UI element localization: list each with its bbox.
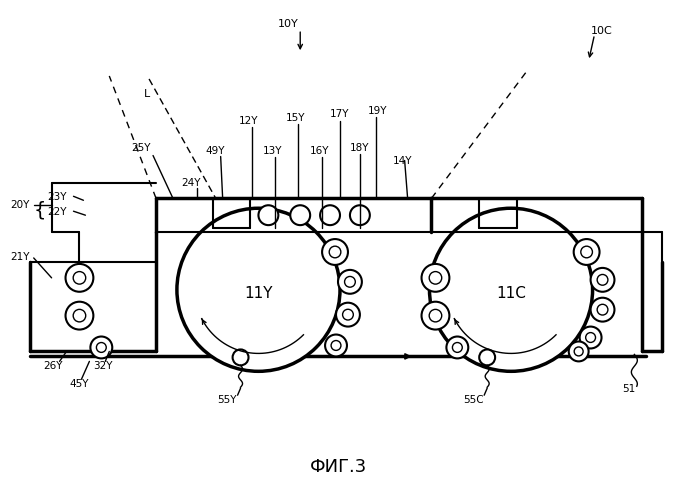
Circle shape <box>569 342 589 361</box>
Circle shape <box>580 326 601 348</box>
Circle shape <box>233 350 249 366</box>
Text: 10Y: 10Y <box>278 20 298 30</box>
Circle shape <box>342 310 353 320</box>
Circle shape <box>330 246 341 258</box>
Circle shape <box>90 336 113 358</box>
Text: 10C: 10C <box>591 26 612 36</box>
Circle shape <box>586 332 595 342</box>
Circle shape <box>322 239 348 265</box>
Circle shape <box>597 274 608 285</box>
Text: 13Y: 13Y <box>262 146 282 156</box>
Circle shape <box>597 304 608 315</box>
Text: 11Y: 11Y <box>244 286 273 302</box>
Circle shape <box>429 272 442 284</box>
Text: 26Y: 26Y <box>43 362 63 372</box>
Text: L: L <box>144 89 151 99</box>
Circle shape <box>73 272 85 284</box>
Circle shape <box>331 340 341 350</box>
Circle shape <box>446 336 468 358</box>
Text: 55C: 55C <box>463 395 483 405</box>
Circle shape <box>177 208 340 372</box>
Circle shape <box>452 342 462 352</box>
Circle shape <box>66 302 94 330</box>
Circle shape <box>429 208 593 372</box>
Text: 15Y: 15Y <box>286 113 306 123</box>
Circle shape <box>73 310 85 322</box>
Circle shape <box>479 350 495 366</box>
Text: 16Y: 16Y <box>310 146 330 156</box>
Text: {: { <box>34 200 46 220</box>
Circle shape <box>96 342 106 352</box>
Circle shape <box>422 264 450 292</box>
Circle shape <box>581 246 593 258</box>
Text: 55Y: 55Y <box>217 395 237 405</box>
Text: 17Y: 17Y <box>330 109 350 119</box>
Text: 20Y: 20Y <box>10 200 29 210</box>
Text: 18Y: 18Y <box>350 142 370 152</box>
Text: 21Y: 21Y <box>10 252 29 262</box>
Text: 49Y: 49Y <box>205 146 225 156</box>
Circle shape <box>338 270 362 294</box>
Circle shape <box>574 347 583 356</box>
Text: 22Y: 22Y <box>47 207 67 217</box>
Circle shape <box>591 298 614 322</box>
Text: 24Y: 24Y <box>181 178 201 188</box>
Text: 25Y: 25Y <box>131 142 151 152</box>
Text: 51: 51 <box>622 384 636 394</box>
Circle shape <box>591 268 614 292</box>
Text: 19Y: 19Y <box>368 106 387 116</box>
Text: 14Y: 14Y <box>393 156 412 166</box>
Circle shape <box>429 310 442 322</box>
Text: ФИГ.3: ФИГ.3 <box>311 458 367 476</box>
Circle shape <box>336 302 360 326</box>
Circle shape <box>344 276 355 287</box>
Circle shape <box>66 264 94 292</box>
Text: 45Y: 45Y <box>70 380 89 390</box>
Circle shape <box>290 205 310 225</box>
Text: 23Y: 23Y <box>47 192 67 202</box>
Text: 32Y: 32Y <box>94 362 113 372</box>
Circle shape <box>574 239 599 265</box>
Circle shape <box>258 205 279 225</box>
Text: 11C: 11C <box>496 286 526 302</box>
Circle shape <box>422 302 450 330</box>
Circle shape <box>320 205 340 225</box>
Circle shape <box>325 334 347 356</box>
Circle shape <box>350 205 370 225</box>
Text: 12Y: 12Y <box>239 116 258 126</box>
